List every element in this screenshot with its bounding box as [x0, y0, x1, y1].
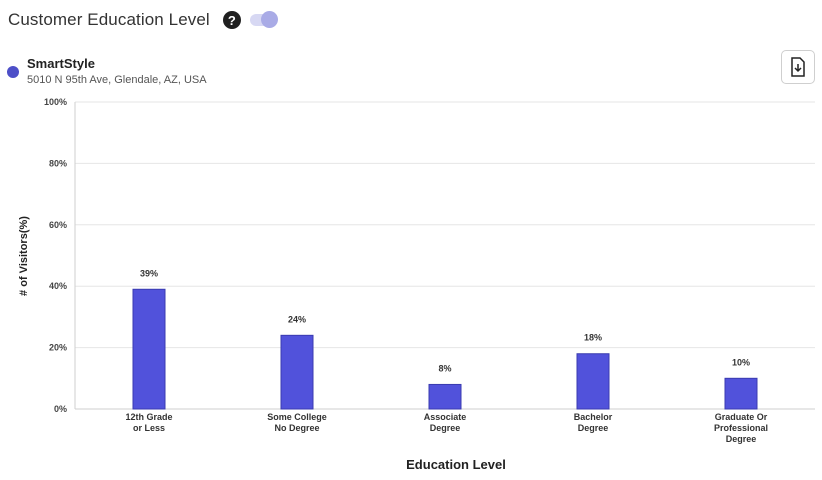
x-tick-label: Degree [578, 423, 609, 433]
toggle-knob [260, 11, 278, 28]
bar [132, 288, 166, 410]
x-tick-label: Degree [726, 434, 757, 444]
data-label: 39% [140, 268, 158, 278]
x-axis-title: Education Level [406, 457, 506, 472]
data-label: 8% [438, 363, 451, 373]
y-tick-label: 60% [49, 220, 67, 230]
store-address: 5010 N 95th Ave, Glendale, AZ, USA [27, 74, 207, 86]
page-title: Customer Education Level [8, 10, 210, 29]
bar [280, 334, 314, 410]
data-label: 18% [584, 333, 602, 343]
x-tick-label: Degree [430, 423, 461, 433]
bar [428, 383, 462, 410]
y-tick-label: 0% [54, 404, 67, 414]
y-tick-label: 100% [44, 97, 67, 107]
y-tick-label: 80% [49, 158, 67, 168]
x-tick-label: Graduate Or [715, 412, 768, 422]
y-axis-title: # of Visitors(%) [18, 216, 30, 296]
store-legend: SmartStyle 5010 N 95th Ave, Glendale, AZ… [7, 56, 207, 86]
x-tick-label: Professional [714, 423, 768, 433]
x-tick-label: Some College [267, 412, 327, 422]
y-tick-label: 40% [49, 281, 67, 291]
download-button[interactable] [781, 50, 815, 84]
store-name: SmartStyle [27, 56, 95, 71]
store-color-dot [7, 66, 19, 78]
x-tick-label: No Degree [274, 423, 319, 433]
x-tick-label: Associate [424, 412, 467, 422]
y-tick-label: 20% [49, 343, 67, 353]
data-label: 10% [732, 357, 750, 367]
toggle-switch[interactable] [249, 11, 278, 28]
chart-header: Customer Education Level ? [8, 10, 278, 30]
x-tick-label: or Less [133, 423, 165, 433]
x-tick-label: 12th Grade [125, 412, 172, 422]
x-tick-label: Bachelor [574, 412, 613, 422]
download-file-icon [791, 57, 805, 77]
bar [576, 353, 610, 410]
help-circle-icon[interactable]: ? [222, 11, 241, 29]
data-label: 24% [288, 314, 306, 324]
bar [724, 377, 758, 410]
